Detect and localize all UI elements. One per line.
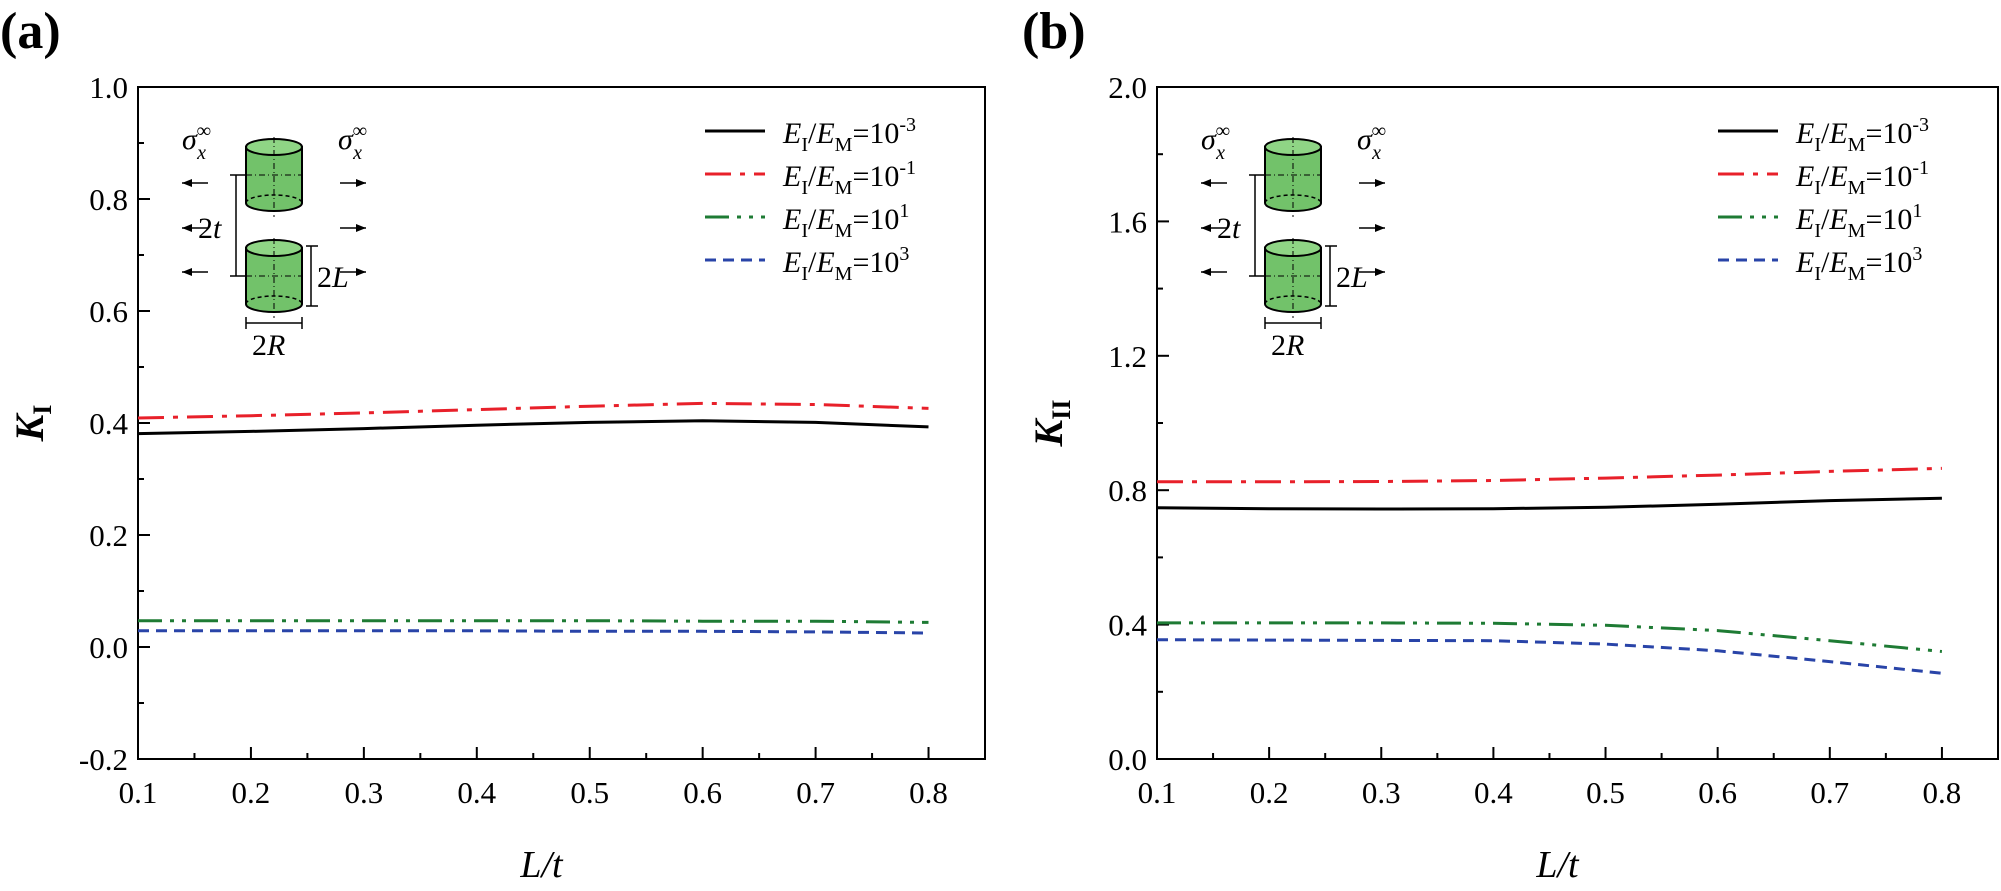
- legend-label-1: EI/EM=10-3: [782, 114, 916, 156]
- y-tick-label: 1.6: [1108, 204, 1147, 239]
- series-line-1: [1156, 496, 1942, 511]
- x-axis-label-L: L: [1535, 844, 1557, 886]
- x-axis-label: L/t: [519, 844, 564, 886]
- sigma-label-right: σ∞ x: [338, 120, 367, 164]
- x-tick-label: 0.3: [344, 775, 383, 810]
- inset-schematic: σ∞ x σ∞ x 2t 2L 2R: [182, 120, 367, 362]
- legend-label-4: EI/EM=103: [1795, 243, 1922, 285]
- y-tick-label: 0.0: [89, 630, 128, 665]
- load-arrow-right-1-head: [1375, 179, 1385, 187]
- series-line-2: [137, 401, 929, 420]
- load-arrow-left-3-head: [1201, 268, 1211, 276]
- x-tick-label: 0.7: [1810, 775, 1849, 810]
- y-tick-label: 1.2: [1108, 339, 1147, 374]
- y-axis-label-main: K: [7, 412, 52, 442]
- x-tick-label: 0.8: [1923, 775, 1962, 810]
- legend-label-1: EI/EM=10-3: [1795, 114, 1929, 156]
- y-tick-label: 0.8: [89, 182, 128, 217]
- x-axis-label-L: L: [519, 844, 541, 886]
- cylinder-bottom: [1264, 238, 1322, 318]
- y-axis-label: KII: [1026, 400, 1076, 448]
- load-arrow-right-2-head: [356, 224, 366, 232]
- x-tick-label: 0.5: [570, 775, 609, 810]
- cylinder-bottom: [245, 238, 303, 318]
- series-line-2: [1157, 466, 1942, 484]
- x-axis-label: L/t: [1535, 844, 1580, 886]
- load-arrow-right-3-head: [1375, 268, 1385, 276]
- load-arrow-right-1-head: [356, 179, 366, 187]
- series-line-3: [138, 619, 929, 624]
- x-tick-label: 0.1: [119, 775, 158, 810]
- legend-label-2: EI/EM=10-1: [1795, 157, 1929, 199]
- y-tick-label: 0.0: [1108, 742, 1147, 777]
- cylinder-top: [1264, 137, 1322, 217]
- x-tick-label: 0.8: [909, 775, 948, 810]
- x-tick-label: 0.5: [1586, 775, 1625, 810]
- dim-2r-label: 2R: [1271, 329, 1304, 362]
- y-axis-label-subscript: II: [1047, 400, 1076, 420]
- series-line-3: [1157, 621, 1943, 653]
- sigma-label-left: σ∞ x: [182, 120, 211, 164]
- legend-label-3: EI/EM=101: [782, 200, 909, 242]
- load-arrow-left-1-head: [1201, 179, 1211, 187]
- dim-2t-label: 2t: [1217, 212, 1241, 245]
- legend-label-2: EI/EM=10-1: [782, 157, 916, 199]
- x-axis-label-t: /t: [540, 844, 565, 886]
- legend-label-3: EI/EM=101: [1795, 200, 1922, 242]
- chart-panel-b: (b) 0.1 0.2 0.3 0.4 0.5 0.6 0.7 0.8 0.0 0.4 0.8 1.2 1…: [1022, 3, 1999, 886]
- series-line-4: [1156, 638, 1943, 675]
- y-tick-label: 1.0: [89, 70, 128, 105]
- legend-label-4: EI/EM=103: [782, 243, 909, 285]
- x-tick-label: 0.6: [683, 775, 722, 810]
- y-tick-label: 0.4: [1108, 608, 1147, 643]
- cylinder-top: [245, 137, 303, 217]
- panel-label: (a): [0, 3, 61, 60]
- y-axis-label-subscript: I: [28, 405, 57, 415]
- load-arrow-right-2-head: [1375, 224, 1385, 232]
- x-axis-label-t: /t: [1556, 844, 1581, 886]
- x-tick-label: 0.2: [232, 775, 271, 810]
- sigma-label-left: σ∞ x: [1201, 120, 1230, 164]
- dim-2l-label: 2L: [1336, 261, 1368, 294]
- x-tick-label: 0.6: [1698, 775, 1737, 810]
- y-axis-label-main: K: [1026, 417, 1071, 447]
- y-tick-label: -0.2: [79, 742, 128, 777]
- load-arrow-left-2-head: [182, 224, 192, 232]
- dim-2t-label: 2t: [198, 212, 222, 245]
- x-tick-label: 0.4: [457, 775, 496, 810]
- load-arrow-left-2-head: [1201, 224, 1211, 232]
- dim-2l-label: 2L: [317, 261, 349, 294]
- x-tick-label: 0.2: [1250, 775, 1289, 810]
- load-arrow-left-1-head: [182, 179, 192, 187]
- panel-label: (b): [1022, 3, 1086, 60]
- dim-2r-label: 2R: [252, 329, 285, 362]
- y-tick-label: 0.4: [89, 406, 128, 441]
- chart-panel-a: (a) 0.1 0.2 0.3 0.4 0.5 0.6 0.7 0.8 -0.2 0.0 0.2 0.4…: [0, 3, 986, 886]
- y-tick-label: 0.8: [1108, 473, 1147, 508]
- inset-schematic: σ∞ x σ∞ x 2t 2L 2R: [1201, 120, 1386, 362]
- x-tick-label: 0.7: [796, 775, 835, 810]
- y-tick-label: 0.2: [89, 518, 128, 553]
- x-tick-label: 0.1: [1138, 775, 1177, 810]
- load-arrow-left-3-head: [182, 268, 192, 276]
- x-tick-label: 0.3: [1362, 775, 1401, 810]
- load-arrow-right-3-head: [356, 268, 366, 276]
- series-line-1: [137, 419, 929, 436]
- y-axis-label: KI: [7, 405, 57, 443]
- sigma-label-right: σ∞ x: [1357, 120, 1386, 164]
- y-tick-label: 2.0: [1108, 70, 1147, 105]
- y-tick-label: 0.6: [89, 294, 128, 329]
- series-line-4: [138, 629, 929, 635]
- x-tick-label: 0.4: [1474, 775, 1513, 810]
